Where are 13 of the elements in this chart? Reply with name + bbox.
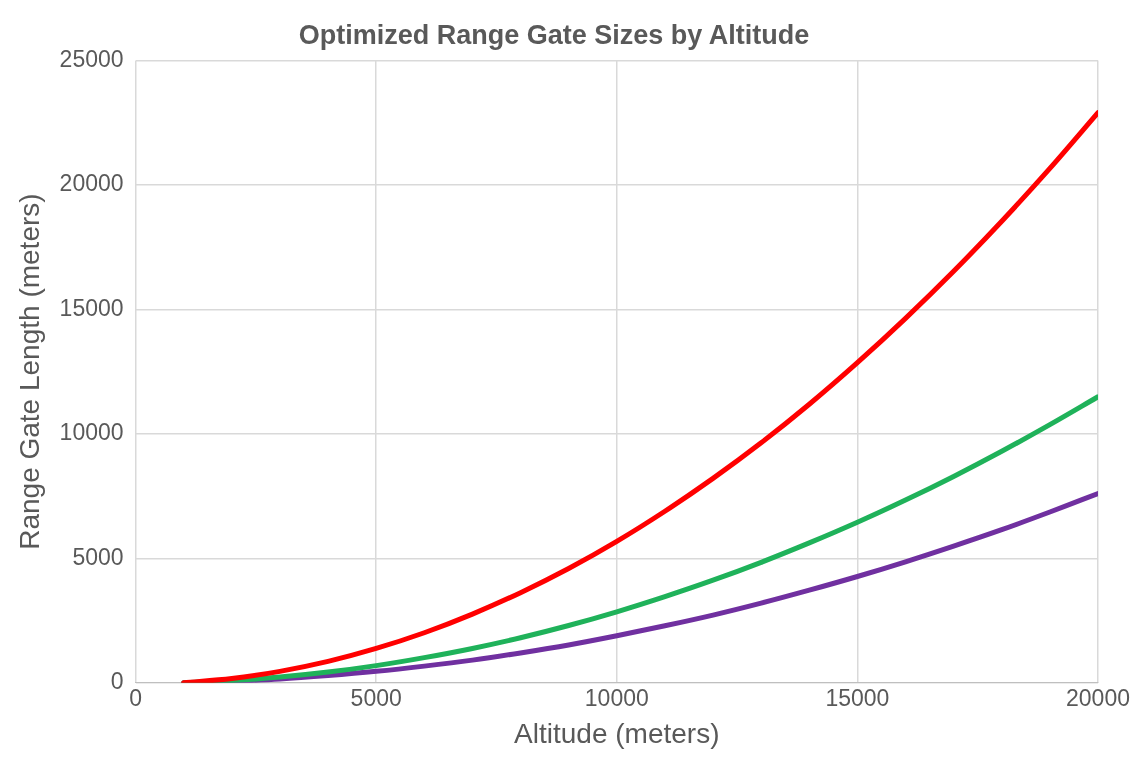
- x-tick-label: 20000: [1066, 684, 1130, 711]
- x-tick-label: 10000: [584, 684, 649, 711]
- x-tick-label: 5000: [350, 684, 402, 711]
- x-tick-label: 0: [129, 684, 142, 711]
- y-tick-label: 10000: [59, 419, 124, 446]
- y-tick-label: 5000: [72, 543, 124, 570]
- y-axis-title: Range Gate Length (meters): [13, 193, 45, 550]
- x-axis-title: Altitude (meters): [514, 717, 720, 749]
- chart-title: Optimized Range Gate Sizes by Altitude: [298, 19, 810, 50]
- y-tick-label: 15000: [59, 294, 124, 321]
- x-tick-label: 15000: [825, 684, 890, 711]
- y-tick-label: 25000: [59, 45, 124, 72]
- y-tick-label: 20000: [59, 170, 124, 197]
